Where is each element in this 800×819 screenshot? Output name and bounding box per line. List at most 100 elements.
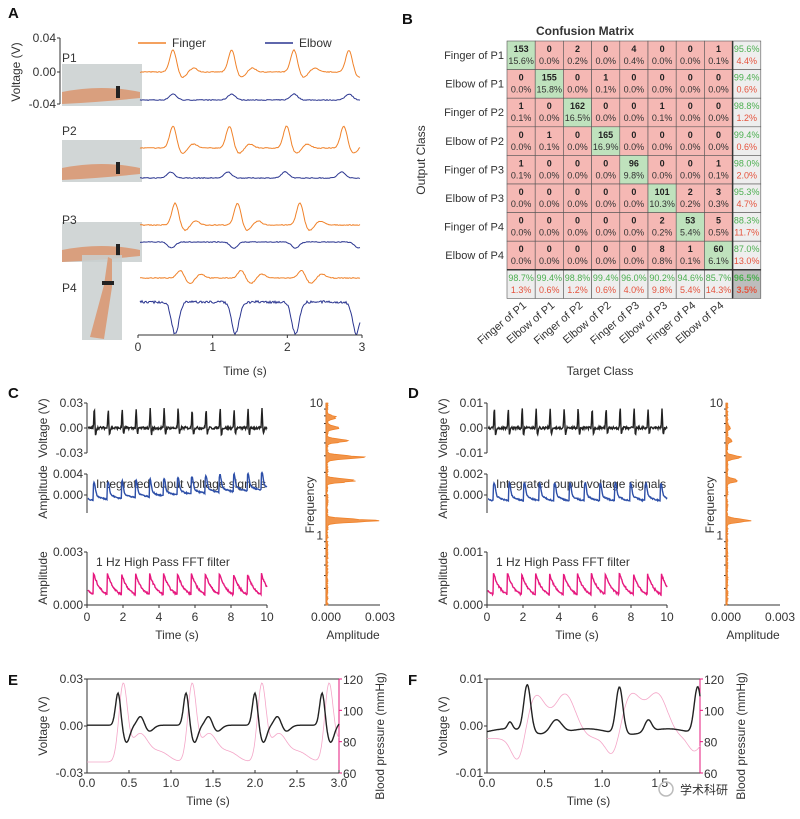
y-tick-label: -0.01: [456, 766, 484, 780]
matrix-cell: [619, 183, 649, 213]
matrix-cell: [563, 183, 592, 213]
matrix-cell: [647, 40, 677, 70]
col-recall: 99.4%: [537, 273, 563, 283]
x-tick-label: 0: [484, 610, 491, 624]
finger-trace-p3: [139, 201, 361, 232]
matrix-cell: [675, 155, 705, 185]
row-error: 4.7%: [736, 199, 757, 209]
cell-count: 0: [660, 158, 665, 168]
x-tick-label: 8: [228, 610, 235, 624]
matrix-cell: [591, 155, 621, 185]
cell-percent: 0.2%: [652, 228, 673, 238]
matrix-cell: [704, 240, 733, 271]
col-summary-cell: [506, 269, 536, 299]
y-tick-label: 0.000: [453, 598, 483, 612]
cell-count: 2: [575, 44, 580, 54]
cell-count: 1: [603, 73, 608, 83]
cell-percent: 0.0%: [539, 199, 560, 209]
col-error: 14.3%: [706, 285, 732, 295]
x-axis-title: Time (s): [223, 364, 267, 378]
x-axis-title: Target Class: [567, 364, 634, 378]
cell-count: 0: [660, 73, 665, 83]
x-tick-label: 10: [260, 610, 274, 624]
matrix-cell: [506, 69, 536, 99]
cell-count: 162: [570, 101, 585, 111]
arm-shape: [90, 257, 112, 339]
trace-voltage: [487, 408, 668, 437]
row-label: Elbow of P1: [445, 79, 504, 91]
cell-percent: 0.0%: [680, 170, 701, 180]
x-tick-label: 0.0: [79, 776, 96, 790]
cell-count: 60: [713, 244, 723, 254]
x-tick-label: 3: [359, 340, 366, 354]
y-tick-label: 0.003: [53, 545, 83, 559]
matrix-cell: [534, 97, 564, 128]
y-axis-title: Amplitude: [36, 551, 50, 605]
finger-trace-p1: [139, 48, 361, 79]
y2-tick-label: 120: [343, 673, 363, 687]
y2-tick-label: 60: [704, 767, 718, 781]
cell-percent: 0.0%: [680, 85, 701, 95]
legend-label-finger: Finger: [172, 36, 206, 50]
trace-highpass: [87, 571, 268, 597]
matrix-cell: [534, 155, 564, 185]
col-recall: 98.7%: [508, 273, 534, 283]
cell-count: 0: [575, 158, 580, 168]
x-tick-label: 0.5: [536, 776, 553, 790]
cell-percent: 0.0%: [567, 256, 588, 266]
y-tick-label: 0.00: [60, 421, 84, 435]
cell-count: 0: [603, 44, 608, 54]
cell-percent: 0.0%: [511, 228, 532, 238]
matrix-cell: [704, 126, 733, 156]
col-error: 1.2%: [567, 285, 588, 295]
matrix-cell: [534, 212, 564, 242]
cell-percent: 0.0%: [511, 85, 532, 95]
row-error: 4.4%: [736, 56, 757, 66]
col-error: 0.6%: [539, 285, 560, 295]
y-tick-label: 0.004: [53, 467, 83, 481]
matrix-cell: [675, 183, 705, 213]
finger-trace-p2: [139, 125, 361, 155]
watermark: 学术科研: [658, 781, 728, 797]
cell-count: 0: [519, 73, 524, 83]
y-tick-label: 0.002: [453, 467, 483, 481]
fft-spectrum: [325, 402, 380, 606]
row-precision: 95.6%: [734, 44, 760, 54]
cell-percent: 0.0%: [708, 85, 729, 95]
panel-f: F 0.01 0.00 -0.01 Voltage (V) 120 100 80 60 Blood…: [408, 672, 748, 808]
cell-percent: 0.2%: [680, 199, 701, 209]
fft-x-tick-label: 0.000: [711, 610, 741, 624]
cell-count: 1: [547, 130, 552, 140]
cell-count: 0: [660, 130, 665, 140]
annotation-highpass: 1 Hz High Pass FFT filter: [496, 555, 630, 569]
fft-x-tick-label: 0.003: [365, 610, 395, 624]
legend-label-elbow: Elbow: [299, 36, 332, 50]
cell-count: 0: [688, 101, 693, 111]
matrix-cell: [591, 240, 621, 271]
x-tick-label: 0.0: [479, 776, 496, 790]
fft-y-tick-label: 1: [316, 529, 323, 543]
cell-percent: 0.0%: [624, 142, 645, 152]
matrix-cell: [619, 69, 649, 99]
cell-percent: 0.0%: [624, 256, 645, 266]
cell-percent: 16.5%: [565, 113, 591, 123]
x-tick-label: 0.5: [121, 776, 138, 790]
wristband-sensor: [102, 281, 114, 285]
cell-count: 0: [575, 187, 580, 197]
col-recall: 98.8%: [565, 273, 591, 283]
matrix-cell: [619, 212, 649, 242]
matrix-title: Confusion Matrix: [536, 24, 634, 38]
cell-count: 0: [575, 244, 580, 254]
matrix-cell: [647, 155, 677, 185]
cell-percent: 0.4%: [624, 56, 645, 66]
cell-count: 0: [631, 244, 636, 254]
cell-percent: 15.6%: [508, 56, 534, 66]
cell-percent: 0.0%: [708, 142, 729, 152]
x-tick-label: 2: [120, 610, 127, 624]
cell-count: 96: [629, 158, 639, 168]
cell-count: 153: [514, 44, 529, 54]
panel-label-b: B: [402, 11, 413, 28]
cell-percent: 0.0%: [595, 256, 616, 266]
cell-count: 0: [631, 101, 636, 111]
